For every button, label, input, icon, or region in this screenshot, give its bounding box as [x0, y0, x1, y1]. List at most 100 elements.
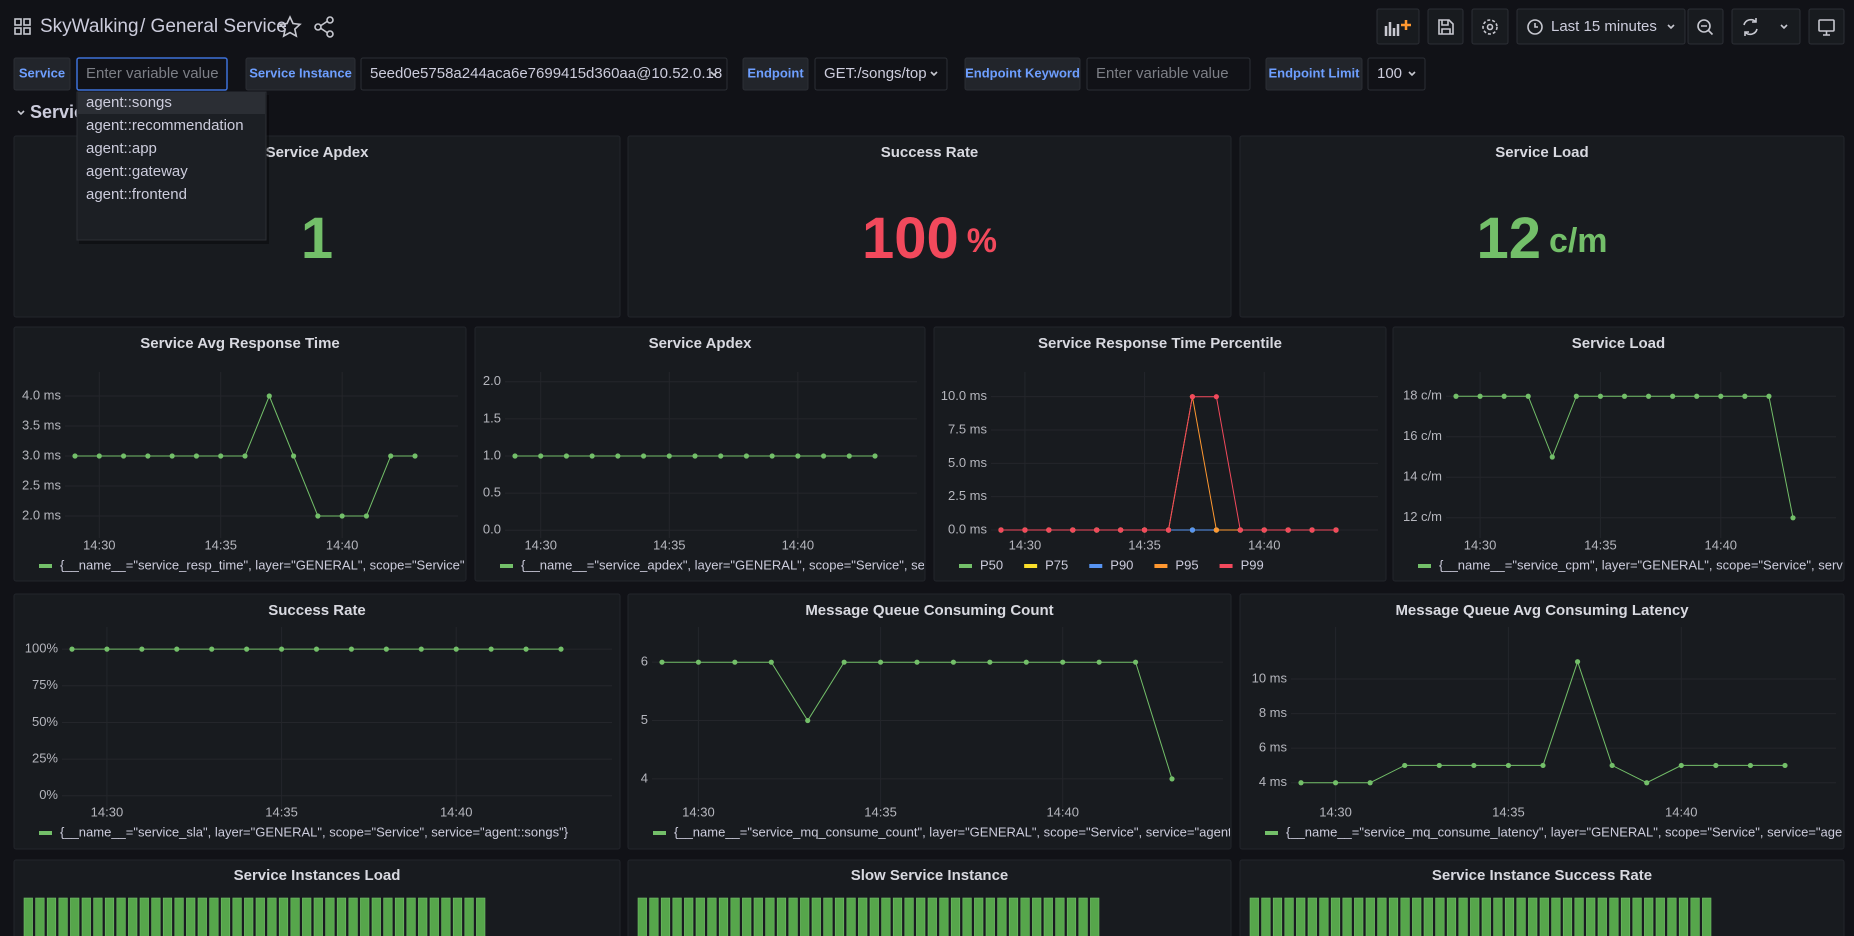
- stat-unit: %: [967, 222, 997, 260]
- add-panel-button[interactable]: [1376, 8, 1420, 45]
- button-bg: [1427, 8, 1464, 45]
- instance-bar: [116, 897, 126, 936]
- dropdown-option[interactable]: agent::songs: [86, 94, 172, 111]
- legend-label: {__name__="service_resp_time", layer="GE…: [60, 557, 506, 572]
- instance-bar: [730, 897, 740, 936]
- variable-placeholder: Enter variable value: [1096, 65, 1229, 82]
- dropdown-option[interactable]: agent::frontend: [86, 186, 187, 203]
- data-point: [453, 646, 459, 652]
- instance-bar: [1470, 897, 1480, 936]
- instance-bar: [35, 897, 45, 936]
- zoom-out-button[interactable]: [1687, 8, 1724, 45]
- data-point: [1670, 393, 1676, 399]
- data-point: [1189, 527, 1196, 533]
- instance-bar: [371, 897, 381, 936]
- time-picker[interactable]: Last 15 minutes: [1516, 8, 1686, 45]
- instance-bar: [950, 897, 961, 936]
- star-icon[interactable]: [278, 15, 302, 38]
- icon-part: [1667, 24, 1675, 30]
- data-point: [877, 659, 884, 665]
- share-icon[interactable]: [314, 16, 334, 38]
- variable-input[interactable]: [814, 57, 948, 91]
- panel: [13, 326, 467, 582]
- page-title[interactable]: / General Service: [140, 16, 287, 37]
- instance-bar: [255, 897, 265, 936]
- icon-part: [1486, 23, 1494, 31]
- instance-bar: [1586, 897, 1596, 936]
- instance-bar: [394, 897, 405, 936]
- data-point: [339, 513, 345, 519]
- data-point: [1367, 780, 1373, 786]
- instance-bar: [360, 897, 370, 936]
- instance-bar: [46, 897, 57, 936]
- data-point: [1213, 527, 1219, 533]
- instance-bar: [1667, 897, 1677, 936]
- instance-bar: [1678, 897, 1689, 936]
- data-point: [1189, 394, 1196, 400]
- stat-value: 12 c/m: [1476, 206, 1607, 271]
- instance-bar: [834, 897, 845, 936]
- variable-input[interactable]: [360, 57, 728, 91]
- data-point: [841, 659, 847, 665]
- instance-bar: [151, 897, 161, 936]
- row-collapse-icon[interactable]: [17, 110, 25, 116]
- instance-bar: [244, 897, 254, 936]
- instance-bar: [290, 897, 300, 936]
- data-point: [244, 646, 250, 652]
- y-tick-label: 5.0 ms: [948, 455, 988, 470]
- variable-input[interactable]: [1367, 57, 1426, 91]
- app-name[interactable]: SkyWalking: [40, 16, 139, 37]
- data-point: [1621, 393, 1628, 399]
- panel-title: Service Instance Success Rate: [1432, 867, 1652, 884]
- instance-bar: [1516, 897, 1526, 936]
- time-series-panel: Service Load 12 c/m 14 c/m 16 c/m 18 c/m 14:3…: [1403, 335, 1843, 572]
- settings-button[interactable]: [1471, 8, 1509, 45]
- x-tick-label: 14:40: [782, 537, 815, 552]
- y-tick-label: 6 ms: [1259, 740, 1288, 755]
- instance-bar: [684, 897, 694, 936]
- refresh-button[interactable]: [1731, 8, 1801, 45]
- panel-title: Message Queue Consuming Count: [805, 602, 1053, 619]
- instance-bar: [1446, 897, 1457, 936]
- instance-bar: [1609, 897, 1619, 936]
- data-point: [563, 453, 570, 459]
- x-tick-label: 14:35: [864, 804, 897, 819]
- panel-title: Service Apdex: [266, 144, 369, 161]
- data-point: [139, 646, 145, 652]
- data-point: [1169, 776, 1175, 782]
- panel-title: Service Load: [1495, 144, 1588, 161]
- icon-part: [1384, 22, 1400, 36]
- panel: [933, 326, 1387, 582]
- x-tick-label: 14:35: [204, 537, 237, 552]
- instance-bar: [58, 897, 68, 936]
- data-point: [1574, 659, 1581, 665]
- data-point: [209, 646, 215, 652]
- instance-bar: [718, 897, 729, 936]
- dropdown-option[interactable]: agent::recommendation: [86, 117, 244, 134]
- variable-input[interactable]: [76, 57, 228, 91]
- data-point: [96, 453, 102, 459]
- instance-bar: [452, 897, 463, 936]
- y-tick-label: 4 ms: [1259, 774, 1288, 789]
- data-point: [872, 453, 878, 459]
- icon-part: [1701, 25, 1714, 36]
- legend-label: {__name__="service_apdex", layer="GENERA…: [521, 557, 965, 572]
- data-point: [315, 513, 321, 519]
- instance-bar: [916, 897, 926, 936]
- instance-bar: [1539, 897, 1549, 936]
- dropdown-option[interactable]: agent::gateway: [86, 163, 188, 180]
- app-menu-icon[interactable]: [14, 18, 31, 35]
- save-button[interactable]: [1427, 8, 1464, 45]
- variable-input[interactable]: [1086, 57, 1251, 91]
- button-bg: [1471, 8, 1509, 45]
- instance-bar: [1551, 897, 1561, 936]
- icon-part: [1823, 31, 1830, 36]
- instance-bar: [429, 897, 439, 936]
- tv-mode-button[interactable]: [1808, 8, 1845, 45]
- y-tick-label: 4.0 ms: [22, 387, 62, 402]
- x-tick-label: 14:30: [1464, 537, 1497, 552]
- dropdown-option[interactable]: agent::app: [86, 140, 157, 157]
- data-point: [1165, 527, 1172, 533]
- data-point: [1309, 527, 1315, 533]
